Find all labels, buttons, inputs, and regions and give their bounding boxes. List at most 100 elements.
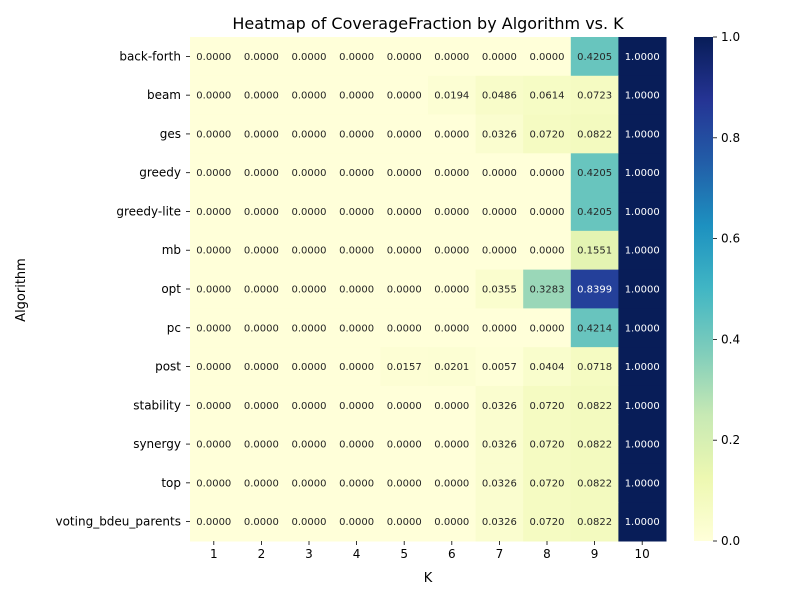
x-tick-label: 3 <box>305 547 313 561</box>
cell-value-label: 1.0000 <box>625 168 660 179</box>
cell-value-label: 0.0000 <box>530 246 565 257</box>
cell-value-label: 0.0000 <box>530 323 565 334</box>
cell-value-label: 1.0000 <box>625 478 660 489</box>
heatmap-cell <box>380 75 429 116</box>
cell-value-label: 0.0000 <box>387 285 422 296</box>
heatmap-cell <box>523 153 572 193</box>
cell-value-label: 0.0000 <box>434 207 469 218</box>
heatmap-cell <box>285 230 334 271</box>
cell-value-label: 0.0000 <box>339 323 374 334</box>
heatmap-cell <box>570 347 619 387</box>
heatmap-cell <box>475 269 524 309</box>
heatmap-cell <box>285 308 334 348</box>
cell-value-label: 0.0000 <box>434 440 469 451</box>
y-tick-label: ges <box>160 127 181 141</box>
colorbar <box>694 37 713 541</box>
heatmap-cell <box>380 269 429 309</box>
cell-value-label: 0.0000 <box>339 129 374 140</box>
heatmap-cell <box>475 424 524 464</box>
cell-value-label: 0.0000 <box>482 246 517 257</box>
cell-value-label: 0.0000 <box>244 246 279 257</box>
cell-value-label: 0.0000 <box>434 323 469 334</box>
heatmap-cell <box>428 114 477 154</box>
y-tick-label: greedy-lite <box>116 204 181 218</box>
cell-value-label: 0.0000 <box>434 285 469 296</box>
cell-value-label: 0.0000 <box>482 52 517 63</box>
cell-value-label: 0.0718 <box>577 362 612 373</box>
heatmap-cell <box>523 424 572 464</box>
y-tick-label: beam <box>147 88 181 102</box>
heatmap-cell <box>380 192 429 232</box>
cell-value-label: 0.0720 <box>530 478 565 489</box>
x-tick-label: 7 <box>496 547 504 561</box>
cell-value-label: 0.0720 <box>530 440 565 451</box>
cell-value-label: 0.0000 <box>434 517 469 528</box>
heatmap-cell <box>523 308 572 348</box>
heatmap-cell <box>332 269 381 309</box>
cell-value-label: 0.0000 <box>196 323 231 334</box>
cell-value-label: 0.0326 <box>482 517 517 528</box>
cell-value-label: 0.3283 <box>530 285 565 296</box>
heatmap-cell <box>285 424 334 464</box>
cell-value-label: 0.0000 <box>292 246 327 257</box>
heatmap-cell <box>570 75 619 116</box>
heatmap-cell <box>332 37 381 77</box>
heatmap-cell <box>428 37 477 77</box>
heatmap-cell <box>380 502 429 542</box>
heatmap-cell <box>570 463 619 503</box>
heatmap-cell <box>428 308 477 348</box>
cell-value-label: 0.0822 <box>577 517 612 528</box>
heatmap-cell <box>618 114 667 154</box>
y-tick-label: greedy <box>139 166 181 180</box>
cell-value-label: 0.0000 <box>292 517 327 528</box>
cell-value-label: 0.0720 <box>530 401 565 412</box>
y-tick-label: mb <box>162 243 181 257</box>
heatmap-cell <box>190 114 239 154</box>
heatmap-cell <box>523 385 572 426</box>
cell-value-label: 0.0000 <box>434 478 469 489</box>
x-tick-label: 2 <box>258 547 266 561</box>
heatmap-cell <box>570 385 619 426</box>
cell-value-label: 0.0720 <box>530 129 565 140</box>
cell-value-label: 0.0000 <box>434 168 469 179</box>
heatmap-cell <box>428 463 477 503</box>
cell-value-label: 0.0000 <box>292 129 327 140</box>
cell-value-label: 0.0326 <box>482 129 517 140</box>
cell-value-label: 1.0000 <box>625 440 660 451</box>
cell-value-label: 0.0000 <box>339 207 374 218</box>
cell-value-label: 0.0000 <box>387 129 422 140</box>
cell-value-label: 0.0000 <box>244 168 279 179</box>
cell-value-label: 0.0000 <box>244 285 279 296</box>
cell-value-label: 0.0201 <box>434 362 469 373</box>
heatmap-cell <box>237 37 286 77</box>
cell-value-label: 0.0000 <box>244 362 279 373</box>
cell-value-label: 0.8399 <box>577 285 612 296</box>
cell-value-label: 0.0614 <box>530 91 565 102</box>
heatmap-cell <box>523 37 572 77</box>
heatmap-cell <box>237 385 286 426</box>
cell-value-label: 0.0000 <box>292 440 327 451</box>
cell-value-label: 0.0000 <box>196 246 231 257</box>
heatmap-cell <box>475 502 524 542</box>
y-axis-label: Algorithm <box>14 258 29 322</box>
cell-value-label: 0.0822 <box>577 129 612 140</box>
heatmap-cell <box>475 347 524 387</box>
heatmap-cell <box>190 385 239 426</box>
cell-value-label: 0.0822 <box>577 478 612 489</box>
heatmap-cell <box>190 192 239 232</box>
cell-value-label: 0.0000 <box>434 401 469 412</box>
cell-value-label: 0.0000 <box>339 285 374 296</box>
heatmap-cell <box>523 502 572 542</box>
x-tick-label: 10 <box>635 547 650 561</box>
heatmap-cell <box>618 385 667 426</box>
cell-value-label: 0.0000 <box>292 52 327 63</box>
cell-value-label: 1.0000 <box>625 323 660 334</box>
heatmap-cell <box>475 308 524 348</box>
heatmap-cell <box>428 347 477 387</box>
heatmap-cell <box>618 308 667 348</box>
heatmap-cell <box>237 75 286 116</box>
colorbar-tick-label: 0.4 <box>721 332 740 346</box>
heatmap-cell <box>332 463 381 503</box>
heatmap-cell <box>523 192 572 232</box>
y-tick-label: back-forth <box>119 49 181 63</box>
